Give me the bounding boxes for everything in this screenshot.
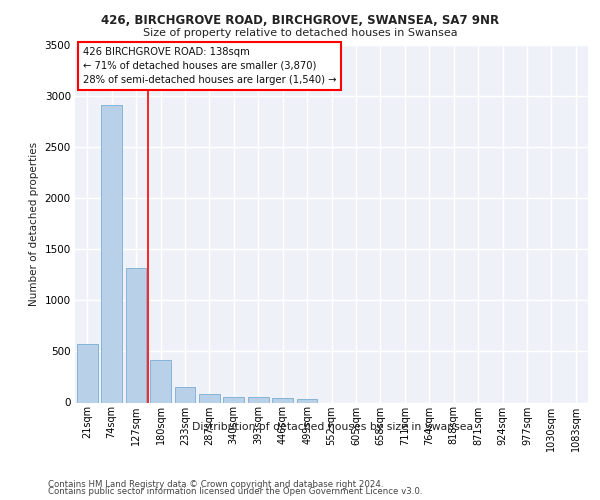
Bar [199,394,220,402]
Text: Size of property relative to detached houses in Swansea: Size of property relative to detached ho… [143,28,457,38]
Bar [272,398,293,402]
Text: 426 BIRCHGROVE ROAD: 138sqm
← 71% of detached houses are smaller (3,870)
28% of : 426 BIRCHGROVE ROAD: 138sqm ← 71% of det… [83,47,336,85]
Bar [296,400,317,402]
Text: Contains public sector information licensed under the Open Government Licence v3: Contains public sector information licen… [48,488,422,496]
Bar [101,106,122,403]
Text: 426, BIRCHGROVE ROAD, BIRCHGROVE, SWANSEA, SA7 9NR: 426, BIRCHGROVE ROAD, BIRCHGROVE, SWANSE… [101,14,499,27]
Text: Distribution of detached houses by size in Swansea: Distribution of detached houses by size … [193,422,473,432]
Bar [125,268,146,402]
Text: Contains HM Land Registry data © Crown copyright and database right 2024.: Contains HM Land Registry data © Crown c… [48,480,383,489]
Bar [175,387,196,402]
Y-axis label: Number of detached properties: Number of detached properties [29,142,39,306]
Bar [150,360,171,403]
Bar [248,398,269,402]
Bar [223,397,244,402]
Bar [77,344,98,403]
